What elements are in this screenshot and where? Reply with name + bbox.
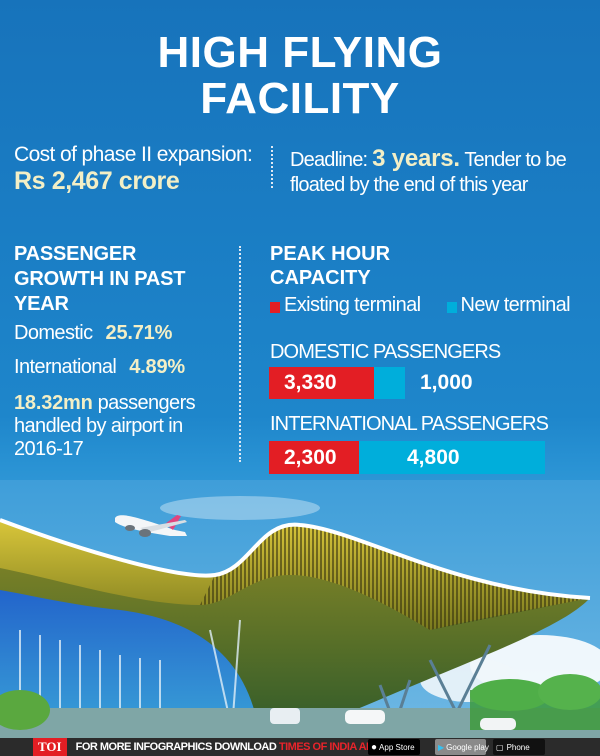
passengers-handled: 18.32mn passengers handled by airport in… — [14, 392, 234, 461]
legend-existing: Existing terminal — [270, 294, 421, 317]
title-line-2: FACILITY — [200, 74, 400, 123]
bar-international: 2,300 4,800 — [269, 441, 545, 474]
category-international: INTERNATIONAL PASSENGERS — [270, 413, 549, 435]
growth-title-line: PASSENGER — [14, 243, 137, 265]
deadline-label: Deadline: — [290, 149, 368, 171]
peak-title-line: CAPACITY — [270, 267, 371, 289]
growth-domestic: Domestic 25.71% — [14, 322, 172, 345]
windows-icon: ▢ — [496, 742, 504, 752]
bar-domestic: 3,330 1,000 — [269, 367, 473, 399]
dotted-divider — [239, 246, 241, 462]
category-domestic: DOMESTIC PASSENGERS — [270, 341, 501, 363]
badge-label: Google play — [446, 742, 489, 752]
bar-label-outside: 1,000 — [420, 371, 473, 394]
app-store-badge[interactable]: ● App Store — [368, 739, 420, 755]
growth-value: 25.71% — [105, 322, 173, 344]
bar-segment-existing: 3,330 — [269, 367, 374, 399]
cost-value: Rs 2,467 crore — [14, 167, 180, 195]
bar-label: 2,300 — [284, 445, 337, 469]
legend-new: New terminal — [446, 294, 571, 317]
windows-phone-badge[interactable]: ▢ Phone — [493, 739, 545, 755]
footer-text: FOR MORE INFOGRAPHICS DOWNLOAD TIMES OF … — [75, 741, 381, 753]
chart-legend: Existing terminal New terminal — [270, 294, 596, 317]
handled-value: 18.32mn — [14, 392, 93, 414]
cost-block: Cost of phase II expansion: Rs 2,467 cro… — [14, 143, 253, 195]
terminal-illustration-icon — [0, 480, 600, 738]
bar-label: 3,330 — [284, 371, 337, 394]
footer-app-name[interactable]: TIMES OF INDIA APP — [278, 741, 380, 753]
peak-title: PEAK HOUR CAPACITY — [270, 242, 390, 290]
dotted-divider — [271, 146, 273, 188]
growth-title-line: GROWTH IN PAST — [14, 268, 186, 290]
cost-label: Cost of phase II expansion: — [14, 143, 253, 166]
play-icon: ▶ — [438, 742, 445, 752]
bar-segment-new: 4,800 — [359, 441, 545, 474]
title-line-1: HIGH FLYING — [157, 28, 443, 77]
deadline-value: 3 years. — [372, 145, 460, 172]
growth-title-line: YEAR — [14, 293, 69, 315]
legend-swatch — [270, 302, 280, 313]
handled-text: handled by airport in — [14, 415, 183, 437]
google-play-badge[interactable]: ▶ Google play — [435, 739, 489, 755]
peak-title-line: PEAK HOUR — [270, 243, 391, 265]
legend-label: Existing terminal — [284, 294, 421, 316]
legend-swatch — [446, 302, 457, 313]
footer-banner: TOI FOR MORE INFOGRAPHICS DOWNLOAD TIMES… — [0, 738, 600, 756]
growth-label: International — [14, 356, 117, 378]
growth-label: Domestic — [14, 322, 93, 344]
badge-label: Phone — [506, 742, 530, 752]
footer-cta: FOR MORE INFOGRAPHICS DOWNLOAD — [75, 741, 277, 753]
bar-label: 4,800 — [407, 445, 460, 469]
growth-international: International 4.89% — [14, 356, 185, 379]
bar-segment-existing: 2,300 — [269, 441, 359, 474]
deadline-block: Deadline: 3 years. Tender to be floated … — [290, 146, 590, 198]
bar-segment-new — [374, 367, 405, 399]
badge-label: App Store — [379, 742, 415, 752]
handled-text: passengers — [97, 392, 196, 414]
handled-text: 2016-17 — [14, 438, 84, 460]
growth-value: 4.89% — [129, 356, 185, 378]
growth-title: PASSENGER GROWTH IN PAST YEAR — [14, 242, 185, 317]
page-title: HIGH FLYING FACILITY — [0, 30, 600, 122]
apple-icon: ● — [371, 741, 378, 753]
deadline-rest: Tender to be floated by the end of this … — [290, 149, 567, 196]
toi-logo: TOI — [33, 738, 67, 756]
legend-label: New terminal — [460, 294, 571, 316]
airport-illustration — [0, 480, 600, 738]
